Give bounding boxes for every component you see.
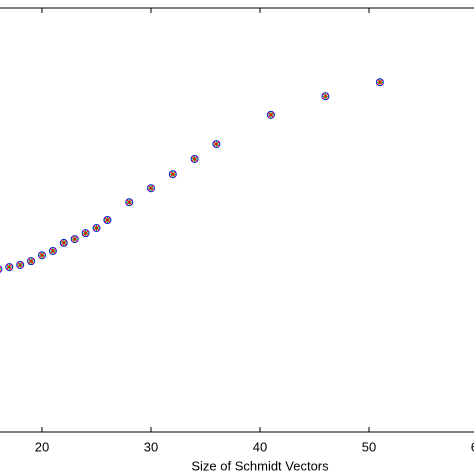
point (5, 263, 14, 272)
marker-cross (71, 236, 78, 242)
point (70, 235, 79, 244)
marker-cross (148, 185, 154, 192)
point (38, 251, 46, 260)
point (125, 198, 134, 207)
marker-cross (377, 79, 383, 86)
marker-cross (82, 230, 89, 236)
marker-cross (322, 93, 329, 100)
marker-cross (126, 199, 133, 206)
marker-cross (60, 240, 67, 246)
point (27, 257, 36, 266)
marker-cross (17, 262, 24, 268)
point (168, 170, 177, 179)
x-tick-label: 30 (144, 439, 158, 454)
point (16, 260, 25, 269)
plot-frame (0, 7, 474, 433)
marker-plus (0, 268, 2, 270)
point (375, 78, 384, 87)
marker-cross (93, 225, 100, 231)
marker-cross (28, 258, 34, 264)
x-tick-label: 60 (471, 439, 474, 454)
marker-cross (104, 217, 111, 223)
x-tick-label: 20 (35, 439, 49, 454)
marker-cross (191, 156, 198, 162)
point (92, 224, 101, 233)
point (147, 184, 155, 193)
marker-cross (268, 111, 274, 118)
marker-cross (39, 252, 45, 259)
x-axis-label: Size of Schmidt Vectors (191, 458, 329, 473)
point (59, 238, 68, 247)
point (81, 229, 90, 238)
marker-cross (213, 141, 220, 147)
point (321, 92, 330, 101)
marker-cross (50, 248, 56, 254)
point (266, 110, 275, 119)
x-tick-label: 40 (253, 439, 267, 454)
marker-cross (0, 266, 2, 273)
point (103, 216, 112, 224)
point (48, 246, 57, 255)
x-tick-label: 50 (362, 439, 376, 454)
marker-cross (6, 264, 13, 270)
marker-cross (169, 171, 176, 178)
point (212, 140, 221, 149)
point (190, 154, 199, 163)
point (0, 265, 3, 273)
